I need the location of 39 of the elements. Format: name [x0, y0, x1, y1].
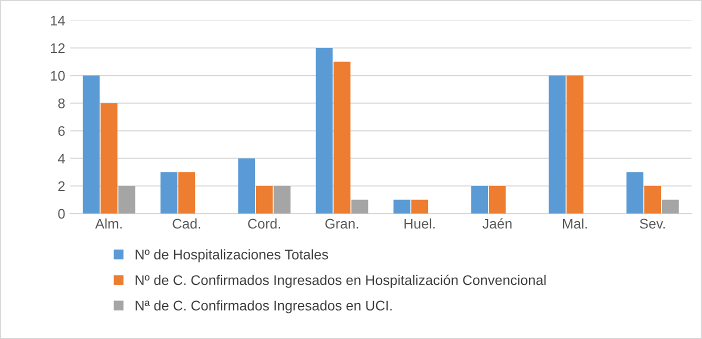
- bar: [316, 48, 333, 214]
- y-tick-label: 8: [58, 98, 65, 108]
- bar: [411, 200, 428, 214]
- x-tick-label: Mal.: [563, 218, 587, 229]
- bar: [100, 103, 118, 214]
- bar: [644, 186, 662, 214]
- x-tick-label: Huel.: [404, 218, 435, 229]
- y-tick-label: 12: [50, 43, 65, 53]
- x-tick-label: Gran.: [325, 218, 358, 229]
- x-tick-label: Alm.: [95, 218, 122, 228]
- y-tick-label: 2: [58, 181, 65, 191]
- x-tick-label: Jaén: [482, 218, 512, 229]
- bar: [160, 172, 178, 214]
- bar: [351, 200, 368, 214]
- y-tick-label: 4: [58, 154, 65, 164]
- bar: [662, 200, 679, 214]
- bar: [238, 158, 256, 214]
- bar: [274, 186, 291, 214]
- bar: [334, 62, 350, 214]
- bar: [82, 76, 100, 214]
- bar: [626, 172, 644, 214]
- y-tick-label: 10: [50, 70, 65, 81]
- legend-label: Nº de C. Confirmados Ingresados en Hospitalización Convencional: [136, 274, 546, 288]
- bar: [548, 76, 566, 214]
- bar: [566, 76, 584, 214]
- bar: [178, 172, 196, 214]
- bar: [393, 200, 410, 214]
- y-tick-label: 0: [58, 208, 65, 219]
- y-tick-label: 14: [50, 16, 65, 26]
- y-tick-label: 6: [58, 126, 65, 136]
- legend-label: Nª de C. Confirmados Ingresados en UCI.: [136, 300, 392, 314]
- x-tick-label: Sev.: [640, 218, 665, 229]
- bar: [256, 186, 273, 214]
- x-tick-label: Cord.: [248, 218, 280, 229]
- bar: [471, 186, 488, 214]
- bar: [488, 186, 506, 214]
- x-tick-label: Cad.: [172, 218, 200, 229]
- bar: [118, 186, 136, 214]
- legend-label: Nº de Hospitalizaciones Totales: [136, 249, 328, 262]
